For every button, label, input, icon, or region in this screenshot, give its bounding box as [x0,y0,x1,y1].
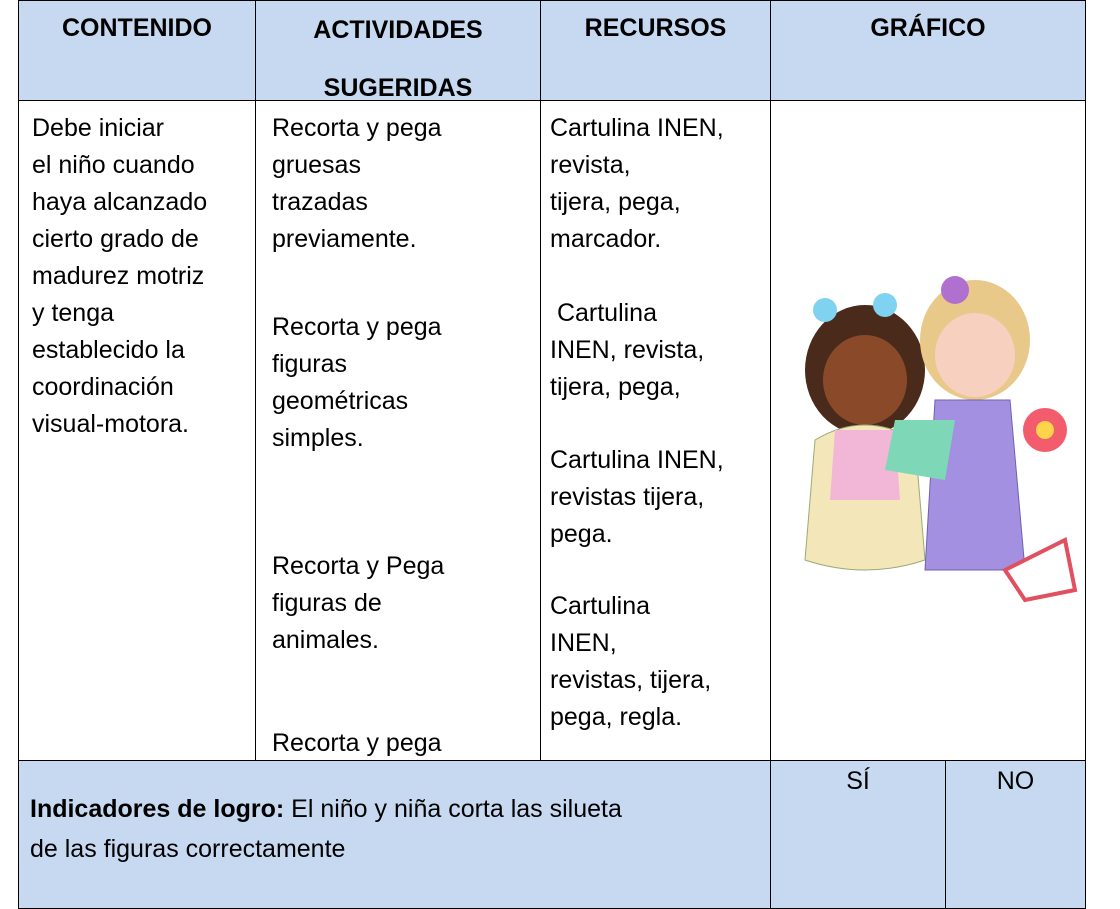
header-text: RECURSOS [540,10,771,47]
paragraph: Cartulina INEN, revistas tijera, pega. [550,442,760,553]
header-cell [18,0,256,101]
cell-line: animales. [272,626,379,654]
cell-line: Recorta y pega [272,114,442,142]
cell-line: marcador. [550,225,662,253]
cell-line: Recorta y Pega [272,552,445,580]
paragraph: Recorta y pega [272,725,512,762]
cell-line: pega. [550,520,613,548]
cell-line: madurez motriz [32,262,205,290]
cell-line: establecido la [32,336,185,364]
cell-line: Cartulina [550,299,657,327]
cell-line: haya alcanzado [32,188,208,216]
cell-line: y tenga [32,299,115,327]
cell-line: Recorta y pega [272,729,442,757]
cell-line: coordinación [32,373,174,401]
paragraph: Cartulina INEN, revista, tijera, pega, [550,295,760,406]
paragraph: Recorta y Pega figuras de animales. [272,548,512,659]
cell-line: revistas tijera, [550,483,705,511]
header-line: SUGERIDAS [323,74,473,102]
cell-line: cierto grado de [32,225,199,253]
paragraph: Recorta y pega figuras geométricas simples. [272,309,512,457]
cell-line: INEN, [550,629,617,657]
footer-cell [18,760,771,909]
header-text: ACTIVIDADES SUGERIDAS [255,1,541,117]
header-line: CONTENIDO [62,14,212,42]
cell-line: visual-motora. [32,410,189,438]
paragraph: Cartulina INEN, revistas, tijera, pega, reg… [550,588,760,736]
header-text: CONTENIDO [18,10,256,47]
cell-line: tijera, pega, [550,373,681,401]
cell-line: geométricas [272,387,409,415]
cell-line: Debe iniciar [32,114,165,142]
cell-line: gruesas [272,151,361,179]
cell-line: pega, regla. [550,703,683,731]
header-line: RECURSOS [584,14,727,42]
cell-line: Cartulina [550,592,651,620]
header-text: GRÁFICO [770,10,1086,47]
cell-line: Recorta y pega [272,313,442,341]
cell-line: figuras de [272,589,382,617]
cell-line: tijera, pega, [550,188,681,216]
no-label: NO [996,767,1035,795]
cell-line: trazadas [272,188,368,216]
footer-text: SÍ [770,752,946,810]
footer-cell [945,760,1086,909]
paragraph: Recorta y pega gruesas trazadas previamente… [272,110,512,258]
cell-line: revistas, tijera, [550,666,712,694]
cell-line: simples. [272,424,364,452]
footer-text: NO [945,752,1086,810]
header-cell [255,0,541,101]
indicator-label: Indicadores de logro: [30,795,285,823]
indicator-line: El niño y niña corta las silueta [284,795,622,823]
paragraph: Debe iniciar el niño cuando haya alcanzado… [32,110,242,443]
footer-text: Indicadores de logro: El niño y niña cor… [30,789,765,869]
cell-line: el niño cuando [32,151,195,179]
cell-line: Cartulina INEN, [550,114,724,142]
cell-line: figuras [272,350,348,378]
header-cell [770,0,1086,101]
yes-label: SÍ [846,767,870,795]
header-line: GRÁFICO [870,14,986,42]
cell-line: previamente. [272,225,417,253]
cell-line: Cartulina INEN, [550,446,724,474]
header-line: ACTIVIDADES [313,16,483,44]
cell-line: INEN, revista, [550,336,705,364]
cell-line: revista, [550,151,631,179]
paragraph: Cartulina INEN, revista, tijera, pega, marc… [550,110,760,258]
illustration [804,276,1078,603]
indicator-line: de las figuras correctamente [30,835,346,863]
